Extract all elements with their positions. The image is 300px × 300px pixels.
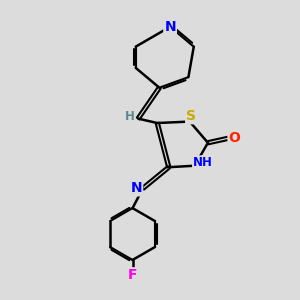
Text: N: N xyxy=(164,20,176,34)
Text: O: O xyxy=(229,131,240,145)
Text: N: N xyxy=(130,182,142,195)
Text: NH: NH xyxy=(193,156,213,169)
Text: S: S xyxy=(186,109,196,123)
Text: F: F xyxy=(128,268,137,282)
Text: H: H xyxy=(124,110,134,123)
